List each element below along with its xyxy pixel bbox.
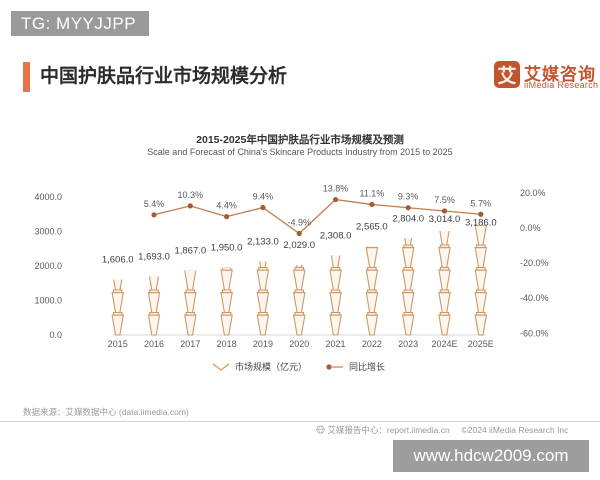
svg-text:7.5%: 7.5% (434, 195, 455, 205)
svg-text:9.4%: 9.4% (253, 192, 274, 202)
svg-text:1,867.0: 1,867.0 (174, 246, 206, 257)
svg-text:2020: 2020 (289, 339, 309, 349)
svg-text:2018: 2018 (217, 339, 237, 349)
svg-text:-20.0%: -20.0% (520, 258, 549, 268)
svg-text:20.0%: 20.0% (520, 188, 546, 198)
svg-text:3,186.0: 3,186.0 (465, 217, 497, 228)
svg-text:1,950.0: 1,950.0 (211, 243, 243, 254)
svg-text:5.4%: 5.4% (144, 199, 165, 209)
svg-text:2016: 2016 (144, 339, 164, 349)
svg-text:2021: 2021 (326, 339, 346, 349)
svg-text:2000.0: 2000.0 (34, 261, 62, 271)
svg-text:2,029.0: 2,029.0 (283, 240, 315, 251)
svg-text:-40.0%: -40.0% (520, 293, 549, 303)
svg-text:2025E: 2025E (468, 339, 494, 349)
svg-text:2,133.0: 2,133.0 (247, 236, 279, 247)
svg-text:2024E: 2024E (431, 339, 457, 349)
svg-text:13.8%: 13.8% (323, 184, 349, 194)
svg-text:10.3%: 10.3% (178, 190, 204, 200)
svg-text:2,565.0: 2,565.0 (356, 222, 388, 233)
svg-text:2015: 2015 (108, 339, 128, 349)
svg-text:1,693.0: 1,693.0 (138, 252, 170, 263)
svg-text:-60.0%: -60.0% (520, 329, 549, 339)
svg-text:-4.9%: -4.9% (287, 217, 311, 227)
svg-text:0.0: 0.0 (49, 330, 62, 340)
svg-text:2023: 2023 (398, 339, 418, 349)
svg-text:0.0%: 0.0% (520, 223, 541, 233)
svg-text:2017: 2017 (180, 339, 200, 349)
svg-text:2019: 2019 (253, 339, 273, 349)
svg-text:2,308.0: 2,308.0 (320, 230, 352, 241)
svg-text:4.4%: 4.4% (216, 201, 237, 211)
svg-text:9.3%: 9.3% (398, 192, 419, 202)
svg-text:1,606.0: 1,606.0 (102, 255, 134, 266)
svg-text:11.1%: 11.1% (359, 188, 384, 198)
svg-text:2,804.0: 2,804.0 (392, 213, 424, 224)
svg-text:3000.0: 3000.0 (34, 227, 62, 237)
svg-text:5.7%: 5.7% (471, 198, 492, 208)
svg-text:3,014.0: 3,014.0 (429, 214, 461, 225)
svg-text:1000.0: 1000.0 (34, 296, 62, 306)
svg-text:4000.0: 4000.0 (34, 192, 62, 202)
svg-text:2022: 2022 (362, 339, 382, 349)
